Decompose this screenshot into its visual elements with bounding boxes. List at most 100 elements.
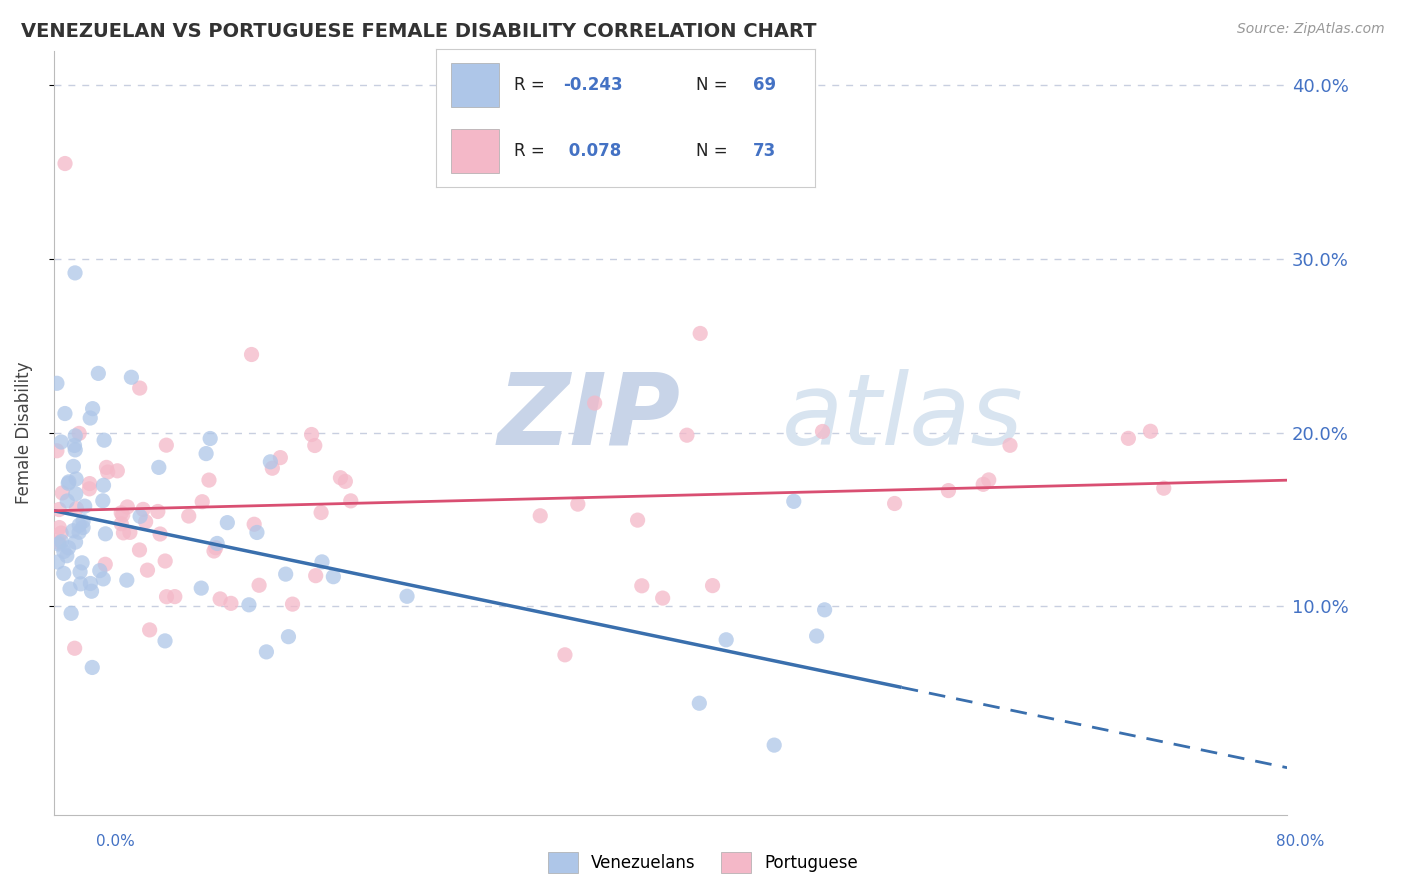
Point: [96, 460, 118, 475]
Text: atlas: atlas: [782, 369, 1024, 466]
Point: [69, 565, 91, 579]
Point: [198, 473, 221, 487]
Point: [82, 660, 104, 674]
Point: [62, 459, 84, 474]
Text: ZIP: ZIP: [498, 369, 681, 466]
Point: [195, 447, 218, 461]
Text: Source: ZipAtlas.com: Source: ZipAtlas.com: [1237, 22, 1385, 37]
Point: [209, 591, 232, 606]
Point: [243, 517, 266, 532]
Point: [58, 475, 80, 489]
FancyBboxPatch shape: [451, 62, 499, 107]
Point: [51, 534, 73, 549]
Point: [80, 584, 103, 599]
Point: [1153, 481, 1175, 495]
Point: [977, 473, 1000, 487]
Point: [676, 428, 699, 442]
Point: [277, 630, 299, 644]
Point: [79, 411, 101, 425]
Point: [63, 266, 86, 280]
Point: [238, 598, 260, 612]
Point: [269, 450, 291, 465]
Point: [53, 407, 76, 421]
Point: [69, 577, 91, 591]
Point: [93, 478, 115, 492]
Point: [135, 515, 157, 529]
Text: N =: N =: [696, 76, 733, 94]
Point: [45, 443, 67, 458]
Point: [65, 501, 87, 516]
Point: [52, 544, 75, 558]
Point: [240, 347, 263, 361]
Point: [94, 558, 117, 572]
Point: [301, 427, 323, 442]
Point: [51, 486, 73, 500]
Point: [163, 590, 186, 604]
Point: [49, 526, 72, 541]
Point: [329, 471, 352, 485]
Point: [217, 516, 239, 530]
Point: [554, 648, 576, 662]
Point: [67, 518, 90, 533]
Point: [67, 525, 90, 540]
Point: [87, 367, 110, 381]
Text: 0.0%: 0.0%: [96, 834, 135, 848]
Point: [72, 514, 94, 528]
Point: [688, 696, 710, 710]
Point: [111, 508, 134, 522]
Point: [219, 596, 242, 610]
Point: [62, 524, 84, 538]
Point: [529, 508, 551, 523]
Point: [91, 493, 114, 508]
Text: -0.243: -0.243: [564, 76, 623, 94]
Point: [259, 455, 281, 469]
Point: [63, 438, 86, 452]
Point: [120, 370, 142, 384]
Point: [56, 549, 79, 563]
Point: [198, 432, 221, 446]
Point: [48, 502, 70, 516]
Point: [52, 566, 75, 581]
Point: [65, 429, 87, 443]
Point: [567, 497, 589, 511]
Point: [205, 536, 228, 550]
Point: [339, 494, 361, 508]
Point: [79, 576, 101, 591]
Point: [155, 438, 177, 452]
Point: [155, 590, 177, 604]
Text: 80.0%: 80.0%: [1277, 834, 1324, 848]
Point: [335, 475, 357, 489]
Point: [281, 597, 304, 611]
Point: [82, 401, 104, 416]
Point: [583, 396, 606, 410]
Point: [129, 509, 152, 524]
Point: [651, 591, 673, 606]
Point: [48, 535, 70, 549]
Point: [59, 582, 82, 596]
Point: [65, 535, 87, 549]
Point: [304, 438, 326, 452]
Point: [702, 579, 724, 593]
Point: [305, 568, 328, 582]
Point: [51, 435, 73, 450]
Point: [972, 477, 994, 491]
Point: [70, 556, 93, 570]
Text: 0.078: 0.078: [564, 143, 621, 161]
Point: [783, 494, 806, 508]
Point: [63, 641, 86, 656]
Point: [322, 570, 344, 584]
Point: [763, 738, 786, 752]
Text: 69: 69: [754, 76, 776, 94]
Point: [177, 509, 200, 524]
Text: N =: N =: [696, 143, 733, 161]
Point: [190, 581, 212, 595]
Point: [91, 572, 114, 586]
Point: [191, 494, 214, 508]
Point: [714, 632, 737, 647]
Point: [138, 623, 160, 637]
Point: [45, 376, 67, 391]
Point: [254, 645, 277, 659]
Point: [89, 564, 111, 578]
Point: [56, 494, 79, 508]
Point: [63, 442, 86, 457]
